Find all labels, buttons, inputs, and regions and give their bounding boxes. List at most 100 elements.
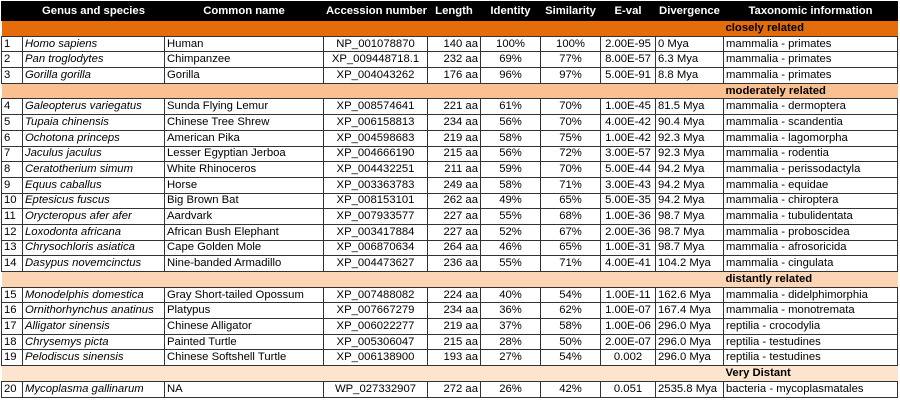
cell-taxonomic-info: mammalia - cingulata xyxy=(723,255,898,272)
cell-identity: 56% xyxy=(480,114,541,131)
cell-e-value: 4.00E-41 xyxy=(600,255,656,272)
cell-accession-number: XP_004666190 xyxy=(323,145,428,163)
cell-identity: 56% xyxy=(480,145,541,163)
cell-row-number: 18 xyxy=(1,333,23,351)
cell-accession-number: XP_004043262 xyxy=(323,67,428,84)
cell-row-number: 8 xyxy=(1,161,23,178)
cell-divergence: 94.2 Mya xyxy=(655,176,724,194)
cell-identity: 28% xyxy=(480,333,541,351)
cell-row-number: 14 xyxy=(1,255,23,272)
cell-taxonomic-info: mammalia - chiroptera xyxy=(723,192,898,210)
cell-taxonomic-info: mammalia - scandentia xyxy=(723,114,898,131)
cell-identity: 40% xyxy=(480,286,541,304)
cell-genus-species: Pan troglodytes xyxy=(22,51,165,69)
cell-similarity: 67% xyxy=(540,223,601,241)
cell-taxonomic-info: mammalia - afrosoricida xyxy=(723,239,898,257)
cell-length: 264 aa xyxy=(427,239,481,257)
cell-e-value: 4.00E-42 xyxy=(600,114,656,131)
cell-divergence: 8.8 Mya xyxy=(655,67,724,84)
cell-similarity: 97% xyxy=(540,67,601,84)
cell-row-number: 9 xyxy=(1,176,23,194)
group-header-spacer xyxy=(1,82,724,100)
cell-length: 262 aa xyxy=(427,192,481,210)
group-header-row: distantly related xyxy=(1,271,898,288)
table-row: 3 Gorilla gorilla Gorilla XP_004043262 176 a… xyxy=(1,67,898,84)
cell-e-value: 1.00E-36 xyxy=(600,208,656,225)
group-header-spacer xyxy=(1,271,724,288)
cell-length: 249 aa xyxy=(427,176,481,194)
group-label: moderately related xyxy=(723,82,898,100)
column-header-e-value: E-val xyxy=(600,1,656,21)
cell-e-value: 3.00E-57 xyxy=(600,145,656,163)
cell-common-name: Platypus xyxy=(164,302,324,320)
cell-identity: 36% xyxy=(480,302,541,320)
cell-common-name: White Rhinoceros xyxy=(164,161,324,178)
cell-divergence: 81.5 Mya xyxy=(655,98,724,116)
cell-accession-number: XP_006870634 xyxy=(323,239,428,257)
cell-similarity: 70% xyxy=(540,98,601,116)
cell-genus-species: Equus caballus xyxy=(22,176,165,194)
cell-row-number: 19 xyxy=(1,349,23,367)
cell-row-number: 10 xyxy=(1,192,23,210)
cell-e-value: 1.00E-11 xyxy=(600,286,656,304)
cell-e-value: 5.00E-35 xyxy=(600,192,656,210)
cell-e-value: 1.00E-07 xyxy=(600,302,656,320)
cell-accession-number: XP_009448718.1 xyxy=(323,51,428,69)
group-header-spacer xyxy=(1,20,724,37)
cell-row-number: 1 xyxy=(1,35,23,53)
cell-identity: 27% xyxy=(480,349,541,367)
cell-divergence: 296.0 Mya xyxy=(655,318,724,335)
cell-accession-number: XP_004473627 xyxy=(323,255,428,272)
cell-genus-species: Alligator sinensis xyxy=(22,318,165,335)
cell-divergence: 167.4 Mya xyxy=(655,302,724,320)
cell-length: 211 aa xyxy=(427,161,481,178)
cell-similarity: 72% xyxy=(540,145,601,163)
cell-row-number: 17 xyxy=(1,318,23,335)
cell-accession-number: XP_006158813 xyxy=(323,114,428,131)
cell-identity: 26% xyxy=(480,380,541,398)
cell-genus-species: Ornithorhynchus anatinus xyxy=(22,302,165,320)
table-row: 13 Chrysochloris asiatica Cape Golden Mole… xyxy=(1,239,898,257)
cell-common-name: Chinese Alligator xyxy=(164,318,324,335)
cell-divergence: 2535.8 Mya xyxy=(655,380,724,398)
cell-genus-species: Ochotona princeps xyxy=(22,129,165,147)
column-header-accession-number: Accession number xyxy=(323,1,428,21)
cell-row-number: 7 xyxy=(1,145,23,163)
cell-divergence: 6.3 Mya xyxy=(655,51,724,69)
group-header-row: closely related xyxy=(1,20,898,37)
cell-row-number: 3 xyxy=(1,67,23,84)
table-row: 18 Chrysemys picta Painted Turtle XP_005306… xyxy=(1,333,898,351)
table-row: 20 Mycoplasma gallinarum NA WP_027332907 272… xyxy=(1,380,898,398)
cell-taxonomic-info: mammalia - equidae xyxy=(723,176,898,194)
cell-divergence: 0 Mya xyxy=(655,35,724,53)
cell-identity: 100% xyxy=(480,35,541,53)
cell-genus-species: Chrysemys picta xyxy=(22,333,165,351)
group-label: Very Distant xyxy=(723,365,898,382)
table-row: 5 Tupaia chinensis Chinese Tree Shrew XP_00… xyxy=(1,114,898,131)
group-label: distantly related xyxy=(723,271,898,288)
cell-length: 193 aa xyxy=(427,349,481,367)
group-header-row: Very Distant xyxy=(1,365,898,382)
cell-identity: 46% xyxy=(480,239,541,257)
cell-e-value: 3.00E-43 xyxy=(600,176,656,194)
table-row: 9 Equus caballus Horse XP_003363783 249 aa 58… xyxy=(1,176,898,194)
cell-similarity: 58% xyxy=(540,318,601,335)
cell-taxonomic-info: reptilia - testudines xyxy=(723,333,898,351)
cell-similarity: 62% xyxy=(540,302,601,320)
cell-taxonomic-info: mammalia - tubulidentata xyxy=(723,208,898,225)
column-header-common-name: Common name xyxy=(164,1,324,21)
cell-row-number: 6 xyxy=(1,129,23,147)
cell-divergence: 98.7 Mya xyxy=(655,239,724,257)
cell-length: 219 aa xyxy=(427,318,481,335)
cell-common-name: NA xyxy=(164,380,324,398)
cell-taxonomic-info: reptilia - testudines xyxy=(723,349,898,367)
cell-taxonomic-info: mammalia - didelphimorphia xyxy=(723,286,898,304)
cell-divergence: 104.2 Mya xyxy=(655,255,724,272)
cell-e-value: 1.00E-45 xyxy=(600,98,656,116)
cell-taxonomic-info: mammalia - proboscidea xyxy=(723,223,898,241)
cell-e-value: 1.00E-42 xyxy=(600,129,656,147)
cell-row-number: 13 xyxy=(1,239,23,257)
cell-identity: 37% xyxy=(480,318,541,335)
cell-e-value: 1.00E-06 xyxy=(600,318,656,335)
cell-length: 140 aa xyxy=(427,35,481,53)
